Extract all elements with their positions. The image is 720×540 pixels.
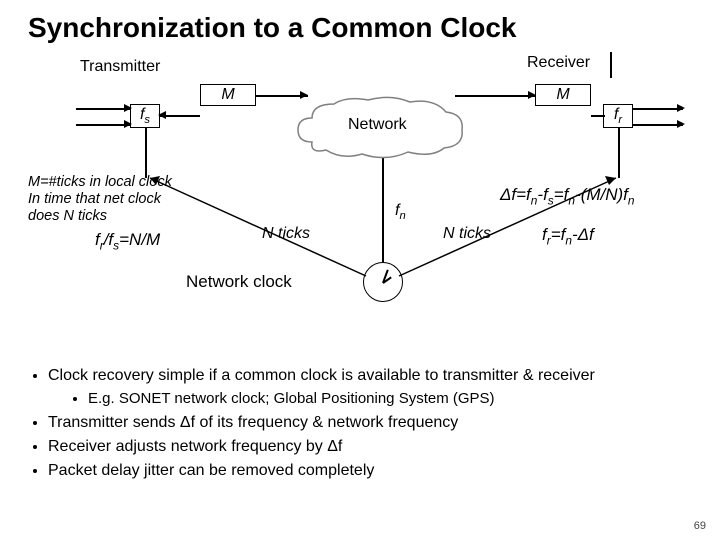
receiver-label: Receiver xyxy=(527,54,590,72)
mticks-desc: M=#ticks in local clock In time that net… xyxy=(28,174,172,224)
fr-box: fr xyxy=(603,104,633,128)
arrowhead-fs-m-l xyxy=(158,111,166,119)
arrow-m2-fr xyxy=(591,115,605,117)
m-box-right: M xyxy=(535,84,591,106)
arrow-fs-bot xyxy=(76,124,130,126)
arrow-fs-m xyxy=(160,115,200,117)
diagram-area: Transmitter Receiver fs fr M M Network xyxy=(0,52,720,362)
m-box-left: M xyxy=(200,84,256,106)
arrow-fr-top xyxy=(633,108,683,110)
bullet-1: Clock recovery simple if a common clock … xyxy=(48,366,692,409)
fs-box: fs xyxy=(130,104,160,128)
arrow-fr-bot xyxy=(633,124,683,126)
line-fs-down xyxy=(145,128,147,178)
fs-text: fs xyxy=(140,106,150,126)
arrow-fs-top xyxy=(76,108,130,110)
page-number: 69 xyxy=(694,520,706,532)
line-fr-down xyxy=(618,128,620,178)
delta-f-eq: Δf=fn-fs=fn-(M/N)fn xyxy=(500,185,635,207)
bullet-2: Transmitter sends Δf of its frequency & … xyxy=(48,413,692,433)
nticks-left: N ticks xyxy=(262,225,310,243)
line-clock-up xyxy=(382,152,384,262)
arrowhead-fs-bot xyxy=(124,120,132,128)
fn-label: fn xyxy=(395,202,406,222)
m-text-left: M xyxy=(221,86,234,104)
bullet-4: Packet delay jitter can be removed compl… xyxy=(48,461,692,481)
network-label: Network xyxy=(348,116,407,134)
arrowhead-fr-top xyxy=(677,104,685,112)
fr-text: fr xyxy=(614,106,622,126)
bullet-1a: E.g. SONET network clock; Global Positio… xyxy=(88,390,692,409)
clock-icon xyxy=(363,262,403,302)
transmitter-label: Transmitter xyxy=(80,58,160,76)
arrowhead-cloud-m2 xyxy=(528,91,536,99)
nticks-right: N ticks xyxy=(443,225,491,243)
network-cloud: Network xyxy=(290,92,470,164)
network-clock-label: Network clock xyxy=(186,272,292,292)
arrowhead-fs-top xyxy=(124,104,132,112)
slide-title: Synchronization to a Common Clock xyxy=(0,0,720,52)
ratio-eq: fr/fs=N/M xyxy=(95,230,160,252)
bullet-3: Receiver adjusts network frequency by Δf xyxy=(48,437,692,457)
m-text-right: M xyxy=(556,86,569,104)
receiver-tick xyxy=(610,52,612,78)
bullet-list: Clock recovery simple if a common clock … xyxy=(0,362,720,481)
arrowhead-fr-bot xyxy=(677,120,685,128)
fr-eq: fr=fn-Δf xyxy=(542,225,594,247)
